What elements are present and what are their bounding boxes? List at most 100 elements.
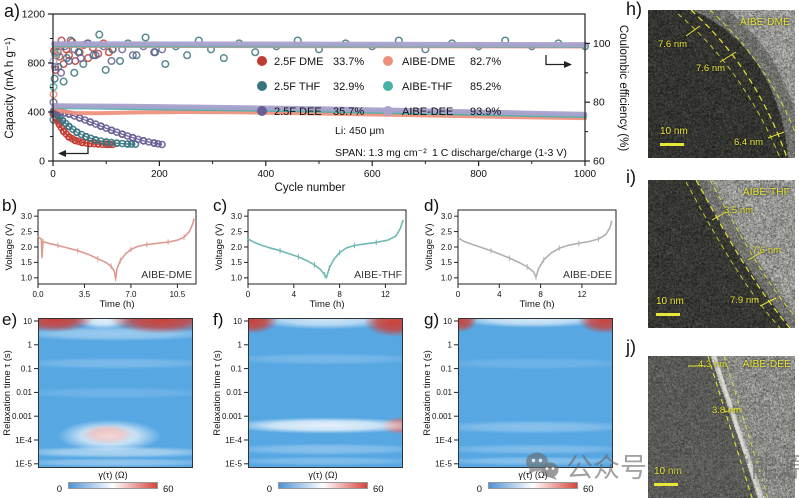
measure-tick bbox=[719, 51, 737, 63]
watermark: 公众号 · 电化学能源 bbox=[524, 446, 799, 485]
svg-text:2.0: 2.0 bbox=[231, 243, 243, 252]
svg-text:1.0: 1.0 bbox=[231, 274, 243, 283]
svg-text:1: 1 bbox=[448, 341, 453, 350]
svg-text:1E-5: 1E-5 bbox=[225, 460, 242, 469]
svg-text:1.5: 1.5 bbox=[441, 258, 453, 267]
x-axis-label: Cycle number bbox=[275, 182, 346, 194]
annotation-span: SPAN: 1.3 mg cm⁻² bbox=[335, 147, 427, 159]
svg-text:8: 8 bbox=[337, 290, 342, 299]
voltage-curve bbox=[37, 218, 195, 282]
tem-measurement: 6.4 nm bbox=[734, 137, 764, 148]
svg-text:400: 400 bbox=[27, 107, 45, 119]
svg-text:600: 600 bbox=[364, 169, 381, 180]
colorbar-min: 0 bbox=[267, 484, 272, 495]
svg-text:0.01: 0.01 bbox=[436, 388, 452, 397]
svg-text:0.001: 0.001 bbox=[222, 412, 243, 421]
panel-e-label: e) bbox=[2, 310, 18, 329]
svg-text:2.0: 2.0 bbox=[441, 243, 453, 252]
measure-tick bbox=[747, 251, 763, 261]
tem-image-aibe-dme: AIBE-DME 7.6 nm 7.6 nm 6.4 nm 10 nm bbox=[648, 9, 796, 159]
colorbar-max: 60 bbox=[163, 484, 174, 495]
svg-text:10: 10 bbox=[233, 317, 242, 326]
svg-text:800: 800 bbox=[470, 169, 487, 180]
colorbar-label: γ(τ) (Ω) bbox=[308, 470, 337, 480]
heatmap-axes: 10 1 0.1 0.01 0.001 1E-4 1E-5 Relaxation time τ… bbox=[2, 317, 174, 495]
svg-text:1200: 1200 bbox=[22, 9, 46, 21]
svg-text:3.5: 3.5 bbox=[79, 290, 91, 299]
wechat-icon bbox=[526, 452, 559, 480]
heatmap-axes: 10 1 0.1 0.01 0.001 1E-4 1E-5 Relaxation time τ… bbox=[422, 317, 594, 495]
svg-text:1E-4: 1E-4 bbox=[15, 436, 32, 445]
panel-j-label: j) bbox=[626, 337, 636, 357]
svg-text:1.5: 1.5 bbox=[231, 258, 243, 267]
sei-outer-dash bbox=[709, 179, 796, 317]
panel-b-label: b) bbox=[2, 196, 18, 215]
colorbar-min: 0 bbox=[57, 484, 62, 495]
sei-boundary-overlay bbox=[688, 355, 769, 498]
scalebar bbox=[654, 483, 678, 486]
svg-text:1.5: 1.5 bbox=[21, 258, 33, 267]
legend-label: 2.5F THF bbox=[274, 81, 321, 93]
sei-mid-dash bbox=[690, 9, 788, 159]
svg-text:1.0: 1.0 bbox=[441, 274, 453, 283]
x-axis-label: Time (h) bbox=[519, 299, 554, 310]
panel-i: i) AIBE-THF 3.5 nm 7.6 nm 7.9 nm 10 nm bbox=[622, 168, 799, 338]
drt-heatmap-aibe-dme bbox=[38, 318, 193, 468]
y-axis-label: Voltage (V) bbox=[214, 224, 225, 271]
series-layer bbox=[49, 30, 590, 149]
scalebar bbox=[660, 143, 684, 146]
svg-text:1E-4: 1E-4 bbox=[225, 436, 242, 445]
y-axis-label: Voltage (V) bbox=[424, 224, 435, 271]
tem-image-aibe-dee: 4.3 nm AIBE-DEE 3.8 nm 10 nm bbox=[648, 355, 795, 498]
panel-a: a) 0 200 400 600 800 1000 0 400 800 1200 60 80 100 Cy… bbox=[0, 0, 645, 196]
colorbar-max: 60 bbox=[583, 484, 594, 495]
panel-a-label: a) bbox=[4, 1, 21, 21]
measure-tick bbox=[759, 297, 777, 307]
svg-text:0.1: 0.1 bbox=[231, 364, 243, 373]
svg-text:4: 4 bbox=[497, 290, 502, 299]
y-axis-label: Relaxation time τ (s) bbox=[2, 350, 13, 436]
legend-label: AIBE-DME bbox=[402, 56, 455, 68]
panel-b: b) 0.0 3.5 7.0 10.5 1.0 1.5 2.0 2.5 3.0 Time (h) V… bbox=[0, 196, 215, 310]
svg-text:0.1: 0.1 bbox=[21, 364, 33, 373]
svg-text:1: 1 bbox=[238, 341, 243, 350]
tem-micrograph bbox=[648, 10, 795, 158]
axes: 0 4 8 12 1.0 1.5 2.0 2.5 3.0 Time (h) Voltage (V) bbox=[424, 209, 617, 310]
annotations: Li: 450 μm SPAN: 1.3 mg cm⁻² 1 C discharge… bbox=[335, 125, 567, 159]
svg-text:1: 1 bbox=[28, 341, 33, 350]
sei-inner-dash bbox=[677, 13, 781, 159]
svg-text:7.0: 7.0 bbox=[125, 290, 137, 299]
colorbar-label: γ(τ) (Ω) bbox=[98, 470, 127, 480]
svg-text:1E-5: 1E-5 bbox=[435, 460, 452, 469]
measure-tick bbox=[723, 407, 741, 413]
measure-tick bbox=[685, 25, 701, 37]
colorbar bbox=[68, 482, 158, 489]
bright-edge-line bbox=[713, 355, 761, 498]
svg-text:0: 0 bbox=[50, 169, 56, 180]
scalebar-label: 10 nm bbox=[660, 126, 688, 137]
y-axis-label: Voltage (V) bbox=[4, 224, 15, 271]
tem-measurement: 7.6 nm bbox=[752, 245, 782, 256]
svg-text:0.01: 0.01 bbox=[226, 388, 242, 397]
legend-label: AIBE-THF bbox=[402, 81, 452, 93]
tem-measurement: 7.6 nm bbox=[658, 39, 688, 50]
colorbar bbox=[488, 482, 578, 489]
watermark-separator: · bbox=[655, 453, 662, 478]
voltage-profile-chart-aibe-thf: 0 4 8 12 1.0 1.5 2.0 2.5 3.0 Time (h) Voltage (V) A… bbox=[214, 209, 407, 310]
tem-sample-label: AIBE-THF bbox=[742, 187, 790, 198]
series-2.5f-thf-capacity bbox=[49, 108, 140, 148]
legend-value: 32.9% bbox=[333, 81, 364, 93]
axes: 10 1 0.1 0.01 0.001 1E-4 1E-5 Relaxation time τ… bbox=[212, 317, 384, 495]
svg-text:12: 12 bbox=[381, 290, 390, 299]
svg-text:1E-4: 1E-4 bbox=[435, 436, 452, 445]
scalebar-label: 10 nm bbox=[654, 466, 682, 477]
annotation-rate: 1 C discharge/charge (1-3 V) bbox=[432, 147, 567, 159]
axes: 10 1 0.1 0.01 0.001 1E-4 1E-5 Relaxation time τ… bbox=[422, 317, 594, 495]
svg-text:2.5: 2.5 bbox=[231, 227, 243, 236]
legend: 2.5F DME 33.7% 2.5F THF 32.9% 2.5F DEE 35.7% A… bbox=[257, 56, 501, 118]
svg-text:3.0: 3.0 bbox=[441, 212, 453, 221]
scalebar bbox=[656, 313, 680, 316]
cycling-performance-chart: 0 200 400 600 800 1000 0 400 800 1200 60 80 100 Cycle… bbox=[4, 9, 629, 195]
curve-label: AIBE-DEE bbox=[563, 269, 612, 281]
